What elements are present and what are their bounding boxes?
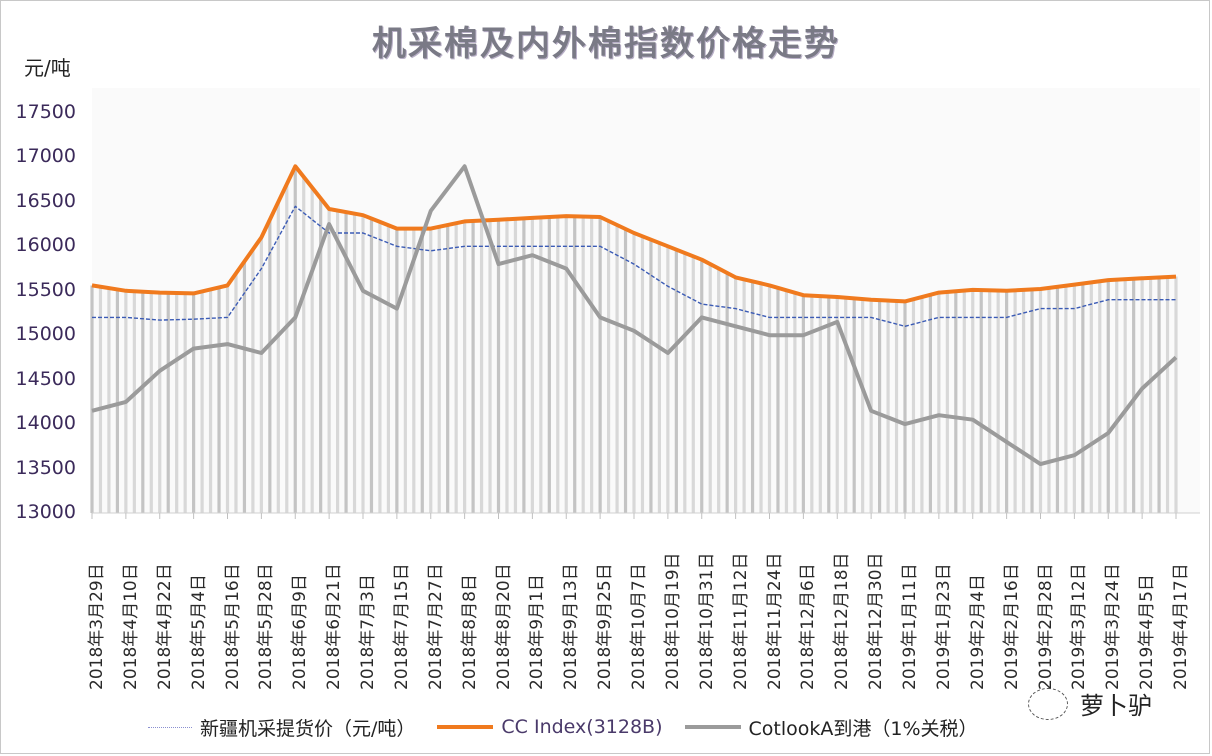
x-tick-label: 2018年9月1日 — [527, 574, 548, 690]
x-tick-label: 2019年3月24日 — [1103, 563, 1124, 690]
y-tick-label: 13500 — [15, 456, 76, 479]
x-tick-label: 2019年4月5日 — [1137, 574, 1158, 690]
x-tick-label: 2018年7月3日 — [358, 574, 378, 690]
y-tick-label: 17000 — [15, 145, 76, 168]
x-tick-label: 2018年9月25日 — [595, 563, 616, 690]
y-axis-unit: 元/吨 — [24, 56, 71, 80]
x-tick-label: 2018年4月22日 — [154, 563, 175, 690]
x-tick-label: 2018年6月9日 — [290, 574, 311, 690]
x-tick-label: 2018年5月28日 — [256, 563, 277, 690]
y-tick-label: 13000 — [15, 501, 76, 523]
x-tick-label: 2019年3月12日 — [1069, 563, 1090, 690]
y-tick-label: 15500 — [15, 278, 76, 301]
legend-label-cotlook: CotlookA到港（1%关税） — [748, 717, 978, 740]
x-tick-label: 2018年9月13日 — [561, 563, 582, 690]
x-tick-label: 2018年10月7日 — [629, 563, 649, 690]
x-tick-label: 2018年10月31日 — [696, 552, 717, 690]
y-tick-label: 16000 — [15, 234, 76, 257]
x-tick-label: 2019年1月23日 — [933, 563, 954, 690]
x-tick-label: 2018年7月27日 — [425, 563, 446, 690]
x-tick-label: 2018年12月18日 — [832, 552, 853, 690]
x-tick-label: 2018年8月20日 — [493, 563, 514, 690]
x-tick-label: 2019年2月28日 — [1035, 563, 1056, 690]
legend-swatch-cc-index — [437, 725, 494, 729]
x-tick-label: 2018年10月19日 — [662, 552, 683, 690]
x-tick-label: 2019年1月11日 — [900, 563, 920, 690]
watermark-text: 萝卜驴 — [1080, 692, 1152, 720]
series-cotlook-line — [91, 164, 1178, 467]
legend-swatch-xinjiang — [148, 726, 192, 728]
y-tick-label: 14000 — [15, 412, 76, 435]
x-tick-label: 2018年7月15日 — [391, 563, 412, 690]
x-tick-label: 2018年12月30日 — [866, 552, 887, 690]
x-tick-label: 2018年4月10日 — [120, 563, 141, 690]
x-tick-label: 2019年2月4日 — [967, 574, 988, 690]
legend: 新疆机采提货价（元/吨） CC Index(3128B) CotlookA到港（… — [140, 712, 992, 742]
series-cc-index-line — [91, 164, 1177, 304]
watermark: 萝卜驴 — [1028, 686, 1152, 721]
y-tick-label: 14500 — [15, 367, 76, 390]
x-tick-label: 2018年5月4日 — [188, 574, 209, 690]
x-tick-label: 2018年5月16日 — [222, 563, 243, 690]
chart-title: 机采棉及内外棉指数价格走势 — [372, 24, 840, 64]
y-tick-label: 17500 — [15, 101, 76, 123]
x-tick-label: 2019年2月16日 — [1001, 563, 1022, 690]
x-tick-label: 2018年12月6日 — [798, 563, 819, 690]
x-tick-label: 2018年11月12日 — [730, 552, 751, 690]
y-tick-label: 15000 — [15, 323, 76, 346]
plot-background — [92, 88, 1200, 513]
x-tick-label: 2018年11月24日 — [764, 552, 785, 690]
x-tick-label: 2019年4月17日 — [1171, 563, 1191, 690]
y-tick-label: 16500 — [15, 189, 76, 212]
legend-label-cc-index: CC Index(3128B) — [501, 716, 663, 738]
x-tick-label: 2018年3月29日 — [87, 563, 107, 690]
x-tick-label: 2018年6月21日 — [324, 563, 345, 690]
legend-label-xinjiang: 新疆机采提货价（元/吨） — [200, 717, 416, 740]
legend-swatch-cotlook — [684, 725, 741, 729]
series-xinjiang-line — [92, 205, 1176, 327]
x-tick-label: 2018年8月8日 — [459, 574, 480, 690]
watermark-logo-icon — [1028, 687, 1068, 720]
